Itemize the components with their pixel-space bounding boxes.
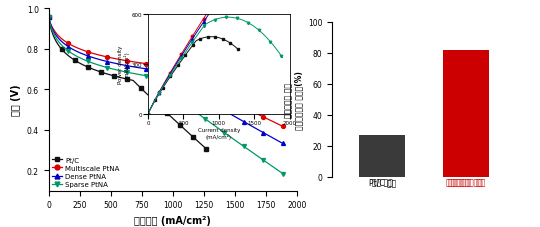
Bar xyxy=(359,135,405,177)
Text: 나노아키텍처 전극: 나노아키텍처 전극 xyxy=(446,177,485,186)
Multiscale PtNA xyxy=(122,60,129,63)
Text: 기존 상용: 기존 상용 xyxy=(372,177,393,186)
Pt/C xyxy=(204,149,211,152)
Multiscale PtNA xyxy=(194,83,200,86)
Legend: Pt/C, Multiscale PtNA, Dense PtNA, Sparse PtNA: Pt/C, Multiscale PtNA, Dense PtNA, Spars… xyxy=(52,157,120,187)
Y-axis label: 열화테스트 이후
최대전력밀도 유지율(%): 열화테스트 이후 최대전력밀도 유지율(%) xyxy=(285,71,303,129)
X-axis label: 전류밀도 (mA/cm²): 전류밀도 (mA/cm²) xyxy=(134,215,211,225)
Sparse PtNA xyxy=(215,128,222,131)
Sparse PtNA xyxy=(74,56,80,59)
Pt/C xyxy=(97,71,104,74)
Text: 멀티스케일 백금: 멀티스케일 백금 xyxy=(448,177,483,186)
Multiscale PtNA xyxy=(45,17,52,20)
Multiscale PtNA xyxy=(217,95,224,97)
Bar xyxy=(443,50,489,177)
Sparse PtNA xyxy=(217,129,224,131)
Sparse PtNA xyxy=(194,112,200,115)
Dense PtNA xyxy=(45,17,52,20)
Sparse PtNA xyxy=(122,71,129,74)
Multiscale PtNA xyxy=(281,126,288,129)
Sparse PtNA xyxy=(139,74,145,77)
Line: Pt/C: Pt/C xyxy=(46,16,210,152)
Line: Sparse PtNA: Sparse PtNA xyxy=(46,16,287,177)
Y-axis label: 전압 (V): 전압 (V) xyxy=(11,84,21,116)
Dense PtNA xyxy=(139,68,145,70)
Dense PtNA xyxy=(122,65,129,67)
Pt/C xyxy=(109,74,115,77)
Pt/C xyxy=(45,17,52,20)
Multiscale PtNA xyxy=(139,62,145,65)
Multiscale PtNA xyxy=(215,94,222,97)
Text: Pt/C 전극: Pt/C 전극 xyxy=(368,177,396,186)
Sparse PtNA xyxy=(45,17,52,20)
Dense PtNA xyxy=(194,94,200,97)
Dense PtNA xyxy=(281,143,288,146)
Pt/C xyxy=(64,54,71,57)
Multiscale PtNA xyxy=(74,47,80,50)
Dense PtNA xyxy=(74,51,80,54)
Dense PtNA xyxy=(217,107,224,110)
Pt/C xyxy=(161,109,167,112)
Sparse PtNA xyxy=(281,174,288,176)
Line: Multiscale PtNA: Multiscale PtNA xyxy=(46,16,287,130)
Line: Dense PtNA: Dense PtNA xyxy=(46,16,287,147)
Dense PtNA xyxy=(215,107,222,109)
Pt/C xyxy=(160,109,166,111)
Pt/C xyxy=(145,95,152,98)
